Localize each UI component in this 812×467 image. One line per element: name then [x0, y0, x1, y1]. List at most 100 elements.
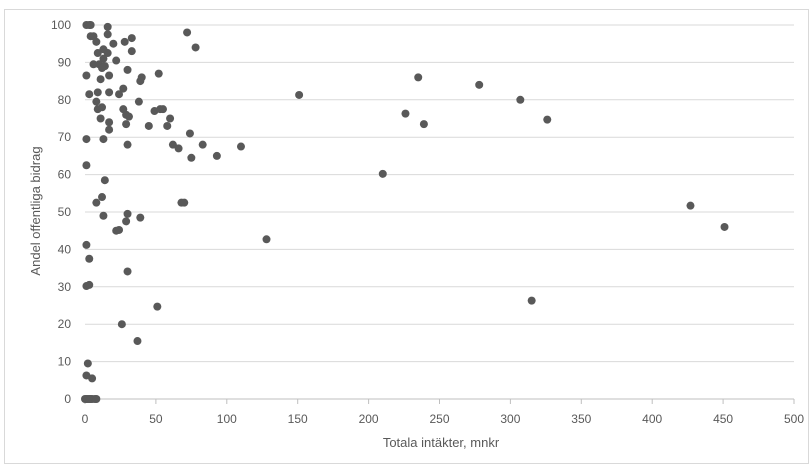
data-point: [82, 135, 91, 144]
data-point: [117, 320, 126, 329]
data-point: [92, 97, 101, 106]
data-point: [168, 140, 177, 149]
data-point: [93, 49, 102, 58]
data-point: [92, 395, 101, 403]
y-tick-label: 80: [58, 93, 72, 107]
data-point: [134, 97, 143, 106]
x-tick-label: 400: [642, 412, 662, 426]
data-point: [122, 217, 131, 226]
data-point: [105, 125, 114, 134]
y-tick-label: 40: [58, 242, 72, 256]
data-point: [96, 114, 105, 123]
y-tick-label: 100: [51, 18, 71, 32]
data-point: [105, 71, 114, 80]
y-tick-label: 10: [58, 355, 72, 369]
y-tick-label: 50: [58, 205, 72, 219]
data-point: [543, 115, 552, 124]
data-point: [86, 21, 95, 29]
x-tick-labels: 0 50 100 150 200 250 300 350 400 450 500: [82, 412, 805, 426]
data-points: [81, 21, 729, 403]
data-point: [133, 337, 142, 346]
data-point: [527, 296, 536, 305]
y-tick-labels: 0 10 20 30 40 50 60 70 80 90 100: [51, 18, 71, 406]
x-tick-label: 500: [784, 412, 804, 426]
x-tick-label: 50: [149, 412, 163, 426]
data-point: [115, 225, 124, 234]
data-point: [96, 75, 105, 84]
x-axis-title: Totala intäkter, mnkr: [383, 435, 500, 450]
data-point: [720, 222, 729, 231]
data-point: [103, 30, 112, 39]
data-point: [98, 193, 107, 202]
data-point: [401, 109, 410, 118]
data-point: [187, 153, 196, 162]
data-point: [93, 88, 102, 97]
x-tick-label: 200: [359, 412, 379, 426]
data-point: [153, 302, 162, 311]
data-point: [112, 56, 121, 65]
data-point: [154, 69, 163, 78]
data-point: [99, 135, 108, 144]
data-point: [123, 140, 132, 149]
data-point: [686, 201, 695, 210]
data-point: [295, 90, 304, 99]
data-point: [414, 73, 423, 82]
y-tick-label: 20: [58, 317, 72, 331]
y-tick-label: 30: [58, 280, 72, 294]
data-point: [198, 140, 207, 149]
data-point: [82, 161, 91, 170]
data-point: [185, 129, 194, 138]
data-point: [98, 64, 107, 73]
data-point: [123, 209, 132, 218]
data-point: [82, 240, 91, 249]
data-point: [236, 142, 245, 151]
data-point: [85, 90, 94, 99]
x-tick-label: 350: [571, 412, 591, 426]
data-point: [158, 105, 167, 114]
y-tick-label: 70: [58, 130, 72, 144]
data-point: [123, 65, 132, 74]
data-point: [109, 39, 118, 48]
data-point: [115, 90, 124, 99]
data-point: [105, 88, 114, 97]
gridlines: [85, 24, 794, 363]
data-point: [516, 95, 525, 104]
data-point: [144, 121, 153, 130]
data-point: [124, 112, 133, 121]
y-tick-label: 90: [58, 55, 72, 69]
data-point: [122, 120, 131, 129]
data-point: [475, 80, 484, 89]
data-point: [127, 47, 136, 56]
data-point: [119, 84, 128, 93]
y-axis-title: Andel offentliga bidrag: [28, 146, 43, 275]
data-point: [85, 254, 94, 263]
data-point: [103, 22, 112, 31]
y-tick-label: 60: [58, 168, 72, 182]
data-point: [103, 49, 112, 58]
data-point: [127, 34, 136, 43]
data-point: [99, 54, 108, 63]
x-tick-label: 100: [217, 412, 237, 426]
x-tick-label: 250: [429, 412, 449, 426]
x-tick-label: 0: [82, 412, 89, 426]
data-point: [82, 71, 91, 80]
data-point: [88, 374, 97, 383]
chart-area: [4, 9, 809, 464]
data-point: [99, 211, 108, 220]
data-point: [98, 103, 107, 112]
data-point: [92, 37, 101, 46]
axes: [84, 398, 795, 404]
data-point: [136, 213, 145, 222]
data-point: [136, 77, 145, 86]
data-point: [191, 43, 200, 52]
data-point: [180, 198, 189, 207]
x-tick-label: 450: [713, 412, 733, 426]
data-point: [83, 359, 92, 368]
data-point: [163, 121, 172, 130]
data-point: [92, 198, 101, 207]
data-point: [89, 60, 98, 69]
data-point: [166, 114, 175, 123]
x-tick-label: 300: [500, 412, 520, 426]
data-point: [262, 235, 271, 244]
